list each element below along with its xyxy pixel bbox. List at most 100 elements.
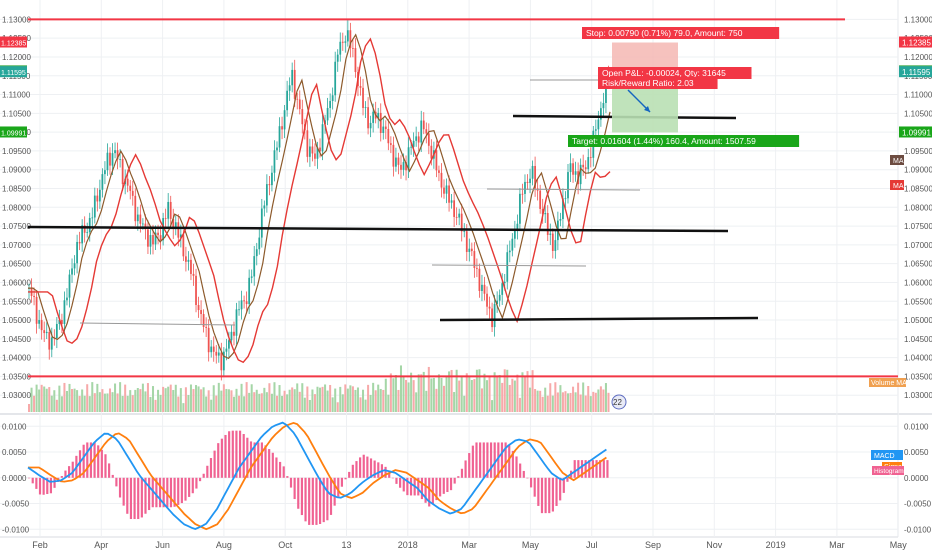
candle-body	[483, 284, 486, 294]
volume-bar	[491, 400, 494, 412]
macd-tick-label-left: -0.0100	[2, 525, 30, 534]
histogram-bar	[439, 477, 442, 497]
histogram-bar	[118, 477, 122, 498]
candle-body	[336, 54, 339, 62]
candle-body	[73, 263, 76, 269]
candle-body	[235, 309, 238, 336]
volume-bar	[28, 404, 31, 412]
candle-body	[167, 201, 170, 219]
candle-body	[238, 309, 240, 311]
volume-bar	[240, 383, 243, 412]
volume-bar	[508, 384, 511, 412]
volume-bar	[589, 396, 592, 412]
histogram-bar	[497, 442, 500, 478]
histogram-bar	[144, 477, 147, 514]
histogram-bar	[151, 477, 154, 508]
candle-body	[389, 143, 392, 145]
candle-body	[546, 213, 549, 235]
volume-bar	[303, 397, 306, 412]
volume-bar	[410, 372, 413, 412]
volume-bar	[541, 396, 544, 412]
x-tick-label: Aug	[216, 540, 232, 550]
candle-body	[164, 218, 167, 219]
histogram-bar	[166, 477, 169, 508]
histogram-bar	[93, 442, 96, 478]
histogram-bar	[428, 477, 431, 507]
candle-body	[478, 268, 481, 291]
y-tick-label-left: 1.06500	[2, 260, 31, 269]
histogram-bar	[388, 472, 391, 478]
volume-bar	[377, 384, 380, 412]
candle-body	[152, 235, 154, 245]
candle-body	[405, 162, 407, 171]
histogram-bar	[224, 434, 227, 478]
price-tag: 1.11595	[902, 68, 931, 77]
candle-body	[96, 195, 99, 202]
candle-body	[250, 276, 253, 278]
candle-body	[506, 252, 509, 282]
macd-tick-label: 0.0050	[904, 448, 929, 457]
volume-bar	[518, 397, 521, 412]
candle-body	[521, 193, 524, 195]
volume-bar	[200, 389, 203, 412]
candle-body	[263, 205, 266, 209]
histogram-bar	[264, 445, 267, 478]
candle-body	[422, 120, 425, 130]
volume-bar	[227, 389, 230, 412]
histogram-bar	[420, 477, 424, 500]
y-tick-label-left: 1.07000	[2, 241, 31, 250]
candle-body	[83, 225, 86, 233]
volume-bar	[35, 384, 38, 412]
histogram-bar	[82, 444, 85, 478]
candle-body	[397, 157, 400, 165]
candle-body	[470, 248, 473, 252]
volume-bar	[592, 391, 595, 412]
histogram-bar	[28, 477, 31, 479]
candle-body	[420, 120, 423, 143]
y-tick-label-left: 1.07500	[2, 222, 31, 231]
x-tick-label: Oct	[278, 540, 293, 550]
volume-bar	[71, 389, 74, 412]
volume-bar	[531, 370, 534, 412]
candle-body	[190, 259, 192, 274]
histogram-bar	[504, 442, 507, 478]
volume-bar	[359, 397, 362, 412]
volume-bar	[607, 392, 610, 412]
x-tick-label: Jun	[155, 540, 170, 550]
volume-bar	[599, 386, 602, 412]
histogram-bar	[468, 453, 471, 478]
ma-line-brown	[28, 33, 611, 360]
volume-bar	[354, 389, 357, 412]
candle-body	[600, 108, 602, 120]
histogram-bar	[460, 468, 464, 478]
target-label: Target: 0.01604 (1.44%) 160.4, Amount: 1…	[568, 135, 800, 147]
price-tag-bg	[899, 126, 932, 138]
candle-body	[253, 256, 256, 277]
histogram-bar	[537, 477, 540, 506]
candle-body	[293, 69, 296, 99]
volume-bar	[551, 395, 554, 412]
candle-body	[445, 185, 448, 194]
y-tick-label: 1.11000	[904, 91, 932, 100]
candle-body	[319, 147, 321, 152]
volume-bar	[210, 399, 213, 412]
candle-body	[157, 232, 159, 236]
histogram-bar	[348, 471, 351, 478]
candle-body	[321, 124, 324, 152]
histogram-bar	[351, 464, 354, 478]
histogram-bar	[53, 477, 56, 488]
x-tick-label: Mar	[829, 540, 845, 550]
candle-body	[225, 348, 228, 352]
histogram-bar	[293, 477, 296, 500]
volume-bar	[559, 385, 562, 412]
histogram-bar	[511, 450, 514, 478]
y-tick-label: 1.04500	[904, 335, 932, 344]
candle-body	[486, 293, 488, 307]
volume-bar	[313, 394, 316, 412]
candle-body	[301, 109, 304, 125]
candle-body	[233, 331, 235, 336]
volume-bar	[399, 365, 402, 412]
histogram-bar	[198, 477, 202, 482]
histogram-bar	[260, 442, 263, 478]
